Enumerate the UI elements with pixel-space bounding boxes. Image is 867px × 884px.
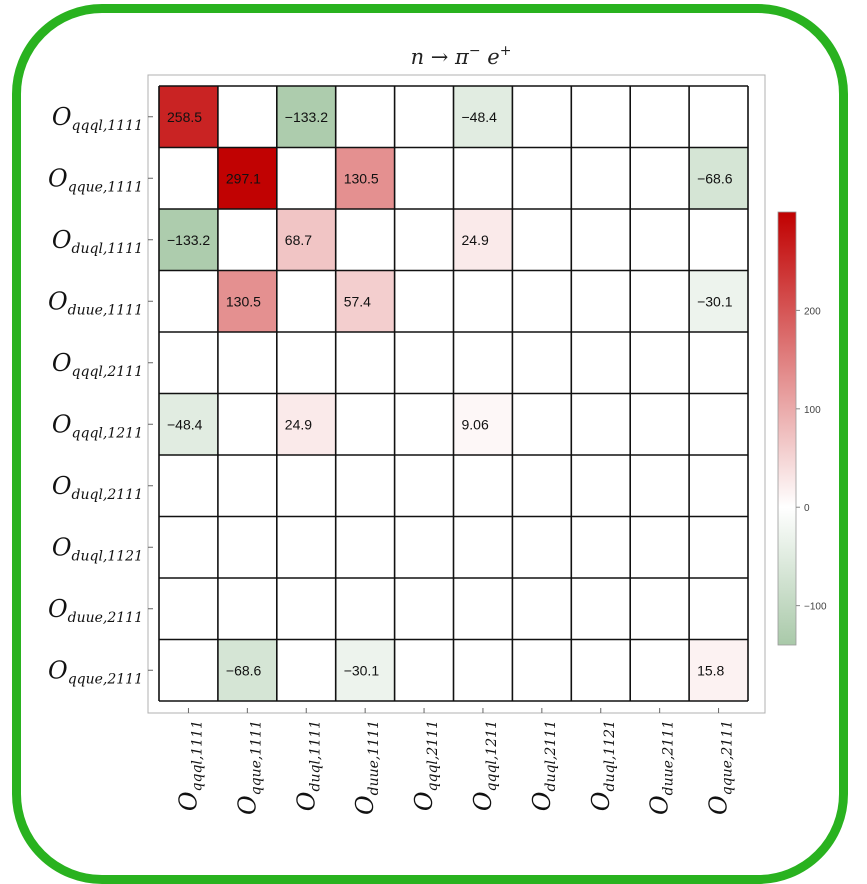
cell-value-label: −30.1 bbox=[697, 293, 733, 309]
x-tick-label: Oqqql,1211 bbox=[469, 720, 500, 811]
y-tick-label: Oduql,1121 bbox=[52, 533, 143, 564]
x-tick-label: Oqque,1111 bbox=[233, 720, 264, 815]
heatmap-cell bbox=[217, 270, 277, 332]
colorbar-tick-label: −100 bbox=[804, 602, 827, 613]
cell-value-label: −68.6 bbox=[697, 170, 733, 186]
heatmap-chart: n → π− e+ 258.5 −133.2 −48.4 297.1 130.5 −68.6… bbox=[48, 43, 827, 815]
y-tick-label: Oqqql,2111 bbox=[52, 349, 143, 380]
y-tick-label: Oduue,2111 bbox=[48, 595, 143, 626]
cell-value-label: −133.2 bbox=[167, 232, 210, 248]
cell-value-label: −30.1 bbox=[344, 662, 380, 678]
colorbar-tick-label: 100 bbox=[804, 405, 821, 416]
cell-value-label: 15.8 bbox=[697, 662, 724, 678]
y-tick-label: Oduue,1111 bbox=[48, 287, 143, 318]
cell-value-label: 57.4 bbox=[344, 293, 371, 309]
cell-value-label: 24.9 bbox=[285, 416, 312, 432]
x-tick-label: Oqqql,2111 bbox=[410, 720, 441, 811]
cell-value-label: −68.6 bbox=[226, 662, 262, 678]
x-tick-label: Oduue,2111 bbox=[646, 720, 677, 815]
y-tick-label: Oqqql,1111 bbox=[52, 103, 143, 134]
x-tick-label: Oqqql,1111 bbox=[174, 720, 205, 811]
heatmap-cell bbox=[159, 86, 218, 148]
y-tick-label: Oduql,2111 bbox=[52, 472, 143, 503]
heatmap-cell bbox=[689, 270, 748, 332]
heatmap-cell bbox=[335, 270, 395, 332]
cell-value-label: 297.1 bbox=[226, 170, 261, 186]
x-tick-label: Oqque,2111 bbox=[705, 720, 736, 815]
y-tick-label: Oduql,1111 bbox=[52, 226, 143, 257]
x-tick-label: Oduql,1111 bbox=[292, 720, 323, 811]
heatmap-cell bbox=[276, 86, 336, 148]
heatmap-cell bbox=[159, 209, 218, 271]
cell-value-label: 9.06 bbox=[462, 416, 489, 432]
colorbar-tick-label: 0 bbox=[804, 503, 810, 514]
y-tick-label: Oqque,2111 bbox=[48, 656, 143, 687]
heatmap-cell bbox=[217, 639, 277, 701]
heatmap-cell bbox=[217, 147, 277, 209]
colorbar-tick-label: 200 bbox=[804, 306, 821, 317]
cell-value-label: 130.5 bbox=[344, 170, 379, 186]
cell-value-label: −133.2 bbox=[285, 109, 328, 125]
y-tick-label: Oqque,1111 bbox=[48, 164, 143, 195]
cell-value-label: 68.7 bbox=[285, 232, 312, 248]
heatmap-cell bbox=[453, 209, 513, 271]
plot-area bbox=[147, 74, 766, 714]
heatmap-cell bbox=[335, 639, 395, 701]
cell-value-label: −48.4 bbox=[462, 109, 498, 125]
heatmap-cell bbox=[276, 393, 336, 455]
x-tick-label: Oduue,1111 bbox=[351, 720, 382, 815]
heatmap-cell bbox=[689, 147, 748, 209]
x-tick-label: Oduql,2111 bbox=[528, 720, 559, 811]
cell-value-label: 24.9 bbox=[462, 232, 489, 248]
y-tick-label: Oqqql,1211 bbox=[52, 410, 143, 441]
heatmap-cell bbox=[453, 86, 513, 148]
heatmap-cell bbox=[689, 639, 748, 701]
cell-value-label: 258.5 bbox=[167, 109, 202, 125]
x-tick-label: Oduql,1121 bbox=[587, 720, 618, 811]
heatmap-cell bbox=[335, 147, 395, 209]
cell-value-label: 130.5 bbox=[226, 293, 261, 309]
colorbar bbox=[777, 211, 797, 646]
heatmap-cell bbox=[453, 393, 513, 455]
chart-title: n → π− e+ bbox=[411, 43, 512, 69]
heatmap-cell bbox=[159, 393, 218, 455]
heatmap-cell bbox=[276, 209, 336, 271]
cell-value-label: −48.4 bbox=[167, 416, 203, 432]
